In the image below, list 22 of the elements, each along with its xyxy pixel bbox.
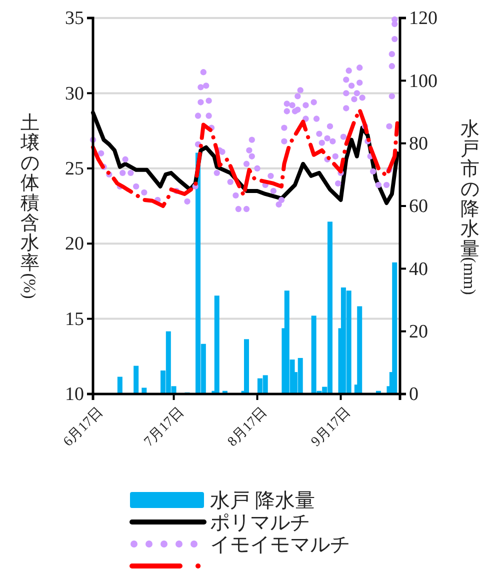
legend-label: 水戸 降水量 bbox=[210, 490, 315, 512]
y2-tick-label: 20 bbox=[409, 321, 428, 342]
y2-axis-title: 水戸市の降水量(mm) bbox=[460, 119, 480, 295]
y-tick-label: 35 bbox=[65, 8, 84, 30]
y2-tick-label: 120 bbox=[409, 8, 438, 30]
y-tick-label: 25 bbox=[65, 158, 84, 180]
y-tick-label: 20 bbox=[65, 234, 84, 255]
y-tick-label: 15 bbox=[65, 308, 84, 330]
y-tick-label: 10 bbox=[65, 384, 84, 406]
x-tick-label: 8月17日 bbox=[225, 404, 270, 450]
legend-label: イモイモマルチ bbox=[210, 534, 350, 556]
legend-label: ポリマルチ bbox=[210, 512, 310, 534]
y2-tick-label: 100 bbox=[409, 70, 438, 92]
y2-tick-label: 0 bbox=[409, 384, 418, 406]
text: 土壌の体積含水率(%) bbox=[20, 113, 40, 299]
x-tick-label: 7月17日 bbox=[142, 404, 187, 450]
x-tick-label: 6月17日 bbox=[60, 404, 106, 450]
y2-tick-label: 60 bbox=[409, 196, 428, 218]
y-tick-label: 30 bbox=[65, 83, 84, 104]
y2-tick-label: 40 bbox=[409, 258, 428, 280]
y2-tick-label: 80 bbox=[409, 133, 428, 154]
x-tick-label: 9月17日 bbox=[308, 404, 354, 450]
